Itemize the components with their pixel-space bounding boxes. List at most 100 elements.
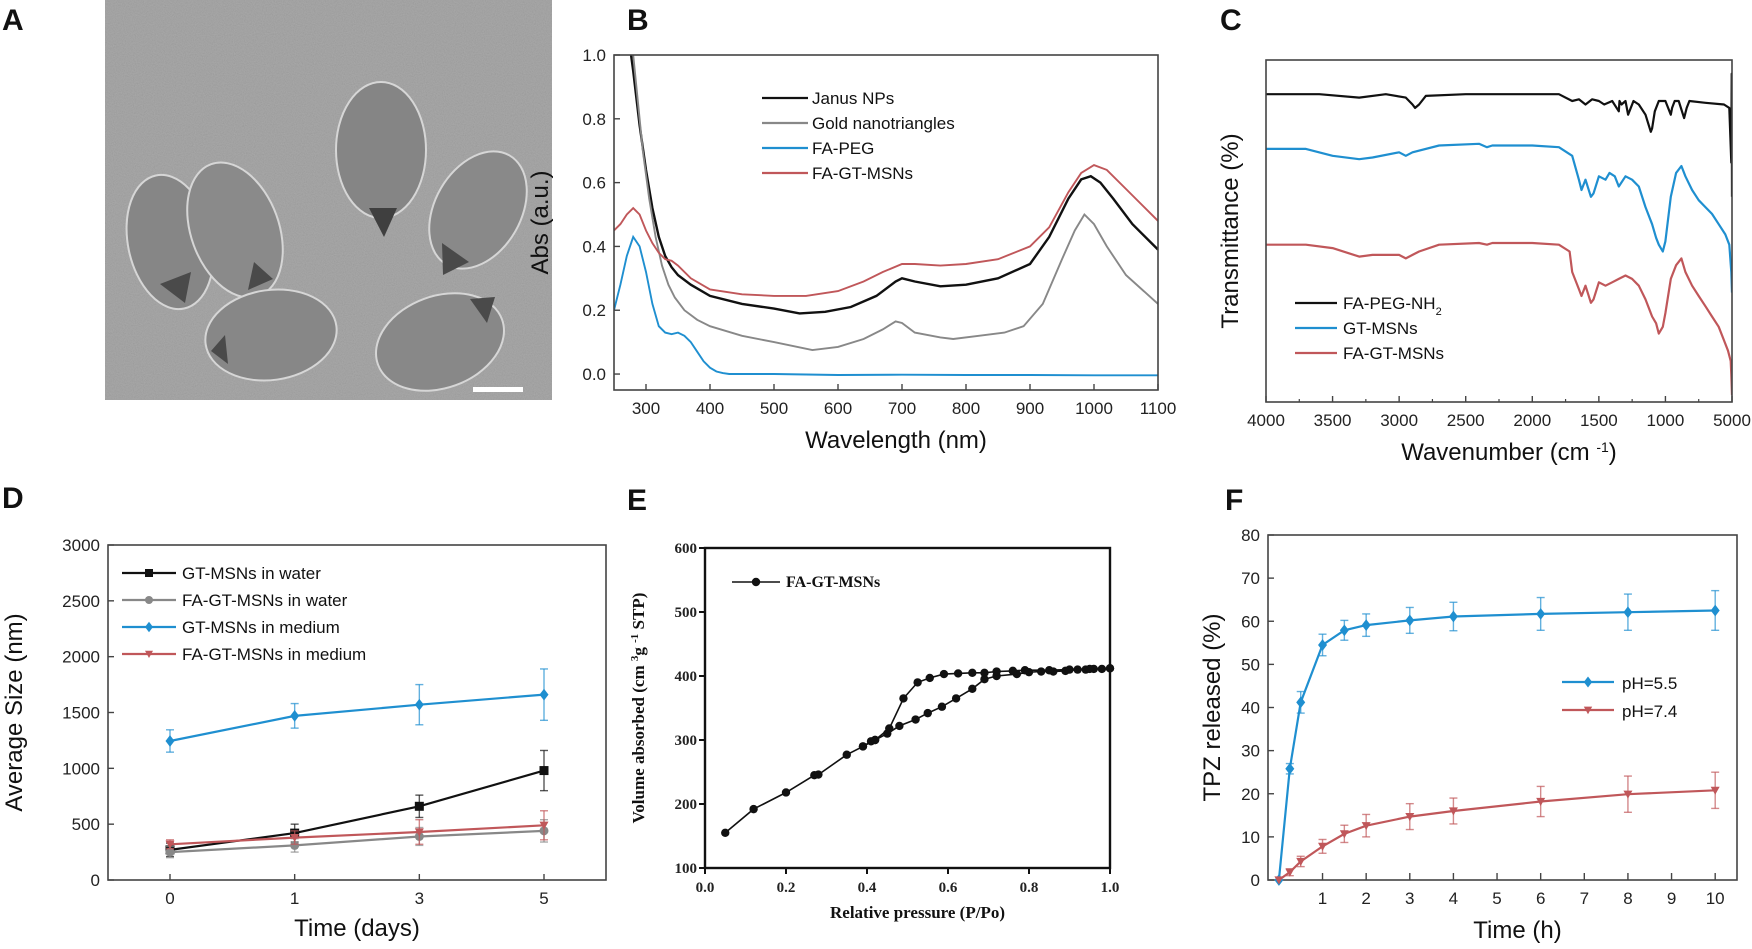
y-axis-label: Abs (a.u.)	[527, 170, 554, 274]
legend-entry: FA-GT-MSNs	[1343, 344, 1444, 363]
x-tick-label: 1000	[1647, 411, 1685, 430]
series-gt-msns-in-medium	[165, 668, 549, 753]
data-point	[1710, 786, 1720, 795]
legend-entry: GT-MSNs in water	[182, 564, 321, 583]
data-point	[937, 702, 947, 711]
legend-entry: FA-PEG-NH2	[1343, 294, 1442, 318]
y-tick-label: 2500	[62, 592, 100, 611]
data-point	[539, 766, 549, 776]
y-tick-label: 0.6	[582, 174, 606, 193]
panel-label-a: A	[2, 4, 24, 37]
series-group	[1266, 72, 1732, 396]
legend-entry: FA-GT-MSNs	[812, 164, 913, 183]
axis-label-part: )	[1609, 439, 1617, 466]
x-tick-label: 0.2	[777, 880, 796, 896]
legend-entry: FA-GT-MSNs in medium	[182, 645, 366, 664]
data-point	[923, 708, 932, 718]
axis-label-part: TPZ released (%)	[1199, 613, 1226, 801]
data-point	[1296, 857, 1306, 866]
plot-area-e: 0.0 0.2 0.4 0.6 0.8 1.0 100 200 300 400 500 600 Rela…	[629, 541, 1119, 922]
x-tick-label: 6	[1536, 889, 1545, 908]
data-point	[1339, 624, 1349, 637]
legend-marker	[751, 577, 761, 587]
legend-entry-part: GT-MSNs	[1343, 319, 1418, 338]
data-point	[165, 840, 175, 849]
data-point	[721, 828, 730, 837]
series-line	[724, 667, 1111, 834]
x-tick-label: 3000	[1380, 411, 1418, 430]
plot-frame	[703, 546, 1112, 870]
panel-label-d: D	[2, 482, 24, 515]
series-line	[169, 829, 545, 854]
series-line-fa-gt-msns	[1266, 241, 1732, 396]
x-tick-label: 1500	[1580, 411, 1618, 430]
y-tick-label: 10	[1241, 828, 1260, 847]
axis-label-part: g	[629, 643, 648, 656]
data-point	[539, 821, 549, 830]
data-point	[1065, 665, 1074, 674]
x-tick-label: 0.8	[1020, 880, 1039, 896]
data-point	[980, 668, 989, 677]
y-tick-label: 0	[1251, 871, 1260, 890]
x-tick-label: 3	[1405, 889, 1414, 908]
tem-image	[105, 0, 552, 400]
series-fa-gt-msns-in-medium	[165, 810, 549, 850]
series-fa-gt-msns-in-water	[165, 819, 549, 859]
series-line	[169, 769, 545, 851]
y-tick-label: 0.2	[582, 301, 606, 320]
data-point	[885, 724, 894, 733]
data-point	[1623, 790, 1633, 799]
y-axis-label: Average Size (nm)	[1, 613, 28, 811]
data-point	[925, 673, 934, 683]
axis-label-part: Average Size (nm)	[1, 613, 28, 811]
axis-label-part: Volume absorbed (cm	[629, 661, 648, 823]
y-tick-label: 30	[1241, 742, 1260, 761]
data-point	[165, 847, 175, 857]
data-point	[899, 694, 908, 703]
data-point	[1448, 807, 1458, 816]
y-tick-label: 0.8	[582, 110, 606, 129]
data-point	[1405, 614, 1415, 627]
data-point	[290, 710, 300, 722]
x-axis-label: Time (days)	[294, 915, 420, 942]
y-tick-label: 40	[1241, 699, 1260, 718]
data-point	[1036, 667, 1046, 676]
x-axis-label: Time (h)	[1473, 917, 1561, 944]
legend-entry: Gold nanotriangles	[812, 114, 955, 133]
legend-entry-part: FA-GT-MSNs	[1343, 344, 1444, 363]
y-tick-label: 0.4	[582, 237, 606, 256]
data-point	[842, 750, 851, 759]
data-point	[895, 721, 904, 731]
data-point	[870, 735, 880, 745]
data-point	[911, 715, 920, 724]
x-tick-label: 7	[1580, 889, 1589, 908]
x-tick-label: 1	[290, 889, 299, 908]
x-tick-label: 0	[165, 889, 174, 908]
data-point	[1105, 664, 1115, 673]
data-point	[992, 667, 1001, 676]
data-point	[814, 770, 823, 779]
series-line-fa-peg	[614, 234, 1158, 377]
data-point	[165, 735, 175, 747]
data-point	[414, 828, 424, 837]
data-point	[980, 675, 989, 684]
axis-label-part: Abs (a.u.)	[527, 170, 554, 274]
y-tick-label: 0.0	[582, 365, 606, 384]
legend: FA-GT-MSNs	[732, 574, 880, 591]
y-tick-label: 20	[1241, 785, 1260, 804]
data-point	[1285, 868, 1295, 877]
x-tick-label: 700	[888, 399, 916, 418]
y-tick-label: 3000	[62, 536, 100, 555]
y-tick-label: 400	[675, 669, 698, 685]
data-point	[290, 840, 300, 850]
data-point	[290, 833, 300, 843]
legend-entry: pH=5.5	[1622, 674, 1677, 693]
x-axis-label: Wavenumber (cm -1)	[1401, 439, 1617, 466]
data-point	[1285, 762, 1295, 775]
panel-b: B 300 400 500 600 700 800 900 1000 1100 0.0 0.2 0.4…	[527, 4, 1176, 454]
panel-c: C 4000 3500 3000 2500 2000 1500 1000 5000 Wavenu…	[1217, 4, 1751, 466]
axis-label-superscript: -1	[629, 634, 641, 643]
panel-label-e: E	[627, 484, 647, 517]
data-point	[1318, 639, 1328, 651]
